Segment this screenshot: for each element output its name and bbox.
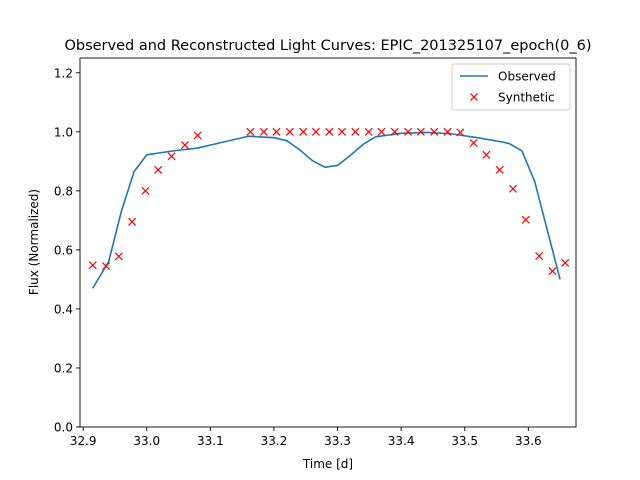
x-axis-label: Time [d]: [302, 457, 353, 471]
data-point-synthetic: [377, 127, 386, 136]
x-tick-label: 33.2: [261, 434, 288, 448]
marker-stroke: [180, 141, 189, 150]
marker-stroke: [88, 261, 97, 270]
data-point-synthetic: [167, 152, 176, 161]
marker-stroke: [311, 127, 320, 136]
data-point-synthetic: [456, 128, 465, 137]
chart-title: Observed and Reconstructed Light Curves:…: [64, 38, 591, 54]
data-point-synthetic: [509, 184, 518, 193]
data-point-synthetic: [193, 131, 202, 140]
data-point-synthetic: [128, 217, 137, 226]
y-tick-label: 1.2: [54, 66, 73, 80]
data-point-synthetic: [246, 127, 255, 136]
data-point-synthetic: [114, 252, 123, 261]
marker-stroke: [193, 131, 202, 140]
marker-stroke: [377, 127, 386, 136]
data-point-synthetic: [285, 127, 294, 136]
marker-stroke: [259, 127, 268, 136]
marker-stroke: [299, 127, 308, 136]
y-axis-label: Flux (Normalized): [27, 189, 41, 295]
series-line-observed: [92, 131, 561, 289]
y-tick-label: 0.2: [54, 361, 73, 375]
y-tick-label: 0.4: [54, 302, 73, 316]
data-point-synthetic: [102, 262, 111, 271]
data-point-synthetic: [325, 127, 334, 136]
marker-stroke: [390, 127, 399, 136]
marker-stroke: [469, 138, 478, 148]
data-point-synthetic: [141, 186, 150, 195]
marker-stroke: [561, 258, 570, 267]
y-tick-label: 0.8: [54, 184, 73, 198]
plot-area: [88, 127, 570, 289]
marker-stroke: [482, 150, 491, 159]
marker-stroke: [351, 127, 360, 136]
marker-stroke: [337, 127, 347, 136]
data-point-synthetic: [337, 127, 347, 136]
data-point-synthetic: [443, 127, 452, 136]
marker-stroke: [456, 128, 465, 137]
marker-stroke: [416, 127, 425, 136]
legend: Observed Synthetic: [451, 63, 571, 111]
data-point-synthetic: [311, 127, 320, 136]
data-point-synthetic: [548, 267, 557, 276]
marker-stroke: [154, 165, 163, 174]
legend-label: Synthetic: [498, 91, 555, 105]
marker-stroke: [114, 252, 123, 261]
marker-stroke: [167, 152, 176, 161]
marker-stroke: [521, 215, 530, 224]
x-tick-label: 32.9: [70, 434, 97, 448]
x-tick-label: 33.6: [515, 434, 542, 448]
axes-frame: [79, 57, 577, 428]
data-point-synthetic: [416, 127, 425, 136]
marker-stroke: [404, 127, 413, 136]
marker-stroke: [102, 262, 111, 271]
data-point-synthetic: [88, 261, 97, 270]
x-tick-label: 33.0: [133, 434, 160, 448]
data-point-synthetic: [561, 258, 570, 267]
marker-stroke: [364, 127, 373, 136]
data-point-synthetic: [521, 215, 530, 224]
marker-stroke: [325, 127, 334, 136]
data-point-synthetic: [535, 252, 544, 261]
data-point-synthetic: [390, 127, 399, 136]
x-tick-label: 33.3: [324, 434, 351, 448]
data-point-synthetic: [154, 165, 163, 174]
marker-stroke: [285, 127, 294, 136]
data-point-synthetic: [299, 127, 308, 136]
marker-stroke: [509, 184, 518, 193]
data-point-synthetic: [495, 165, 504, 174]
y-tick-label: 0.0: [54, 421, 73, 435]
marker-stroke: [430, 127, 439, 136]
marker-stroke: [128, 217, 137, 226]
data-point-synthetic: [351, 127, 360, 136]
data-point-synthetic: [404, 127, 413, 136]
marker-stroke: [548, 267, 557, 276]
data-point-synthetic: [430, 127, 439, 136]
y-tick-label: 0.6: [54, 243, 73, 257]
legend-marker-sample: [469, 92, 479, 102]
marker-stroke: [535, 252, 544, 261]
data-point-synthetic: [180, 141, 189, 150]
y-tick-label: 1.0: [54, 125, 73, 139]
data-point-synthetic: [272, 127, 281, 136]
data-point-synthetic: [364, 127, 373, 136]
data-point-synthetic: [259, 127, 268, 136]
marker-stroke: [443, 127, 452, 136]
marker-stroke: [246, 127, 255, 136]
x-tick-label: 33.4: [388, 434, 415, 448]
marker-stroke: [272, 127, 281, 136]
axes: 32.9 33.0 33.1 33.2 33.3 33.4 33.5 33.6 0.0 0.2 0.…: [54, 57, 577, 448]
data-point-synthetic: [469, 138, 478, 148]
legend-label: Observed: [498, 70, 556, 84]
marker-stroke: [495, 165, 504, 174]
x-tick-label: 33.1: [197, 434, 224, 448]
x-tick-label: 33.5: [451, 434, 478, 448]
data-point-synthetic: [482, 150, 491, 159]
marker-stroke: [141, 186, 150, 195]
